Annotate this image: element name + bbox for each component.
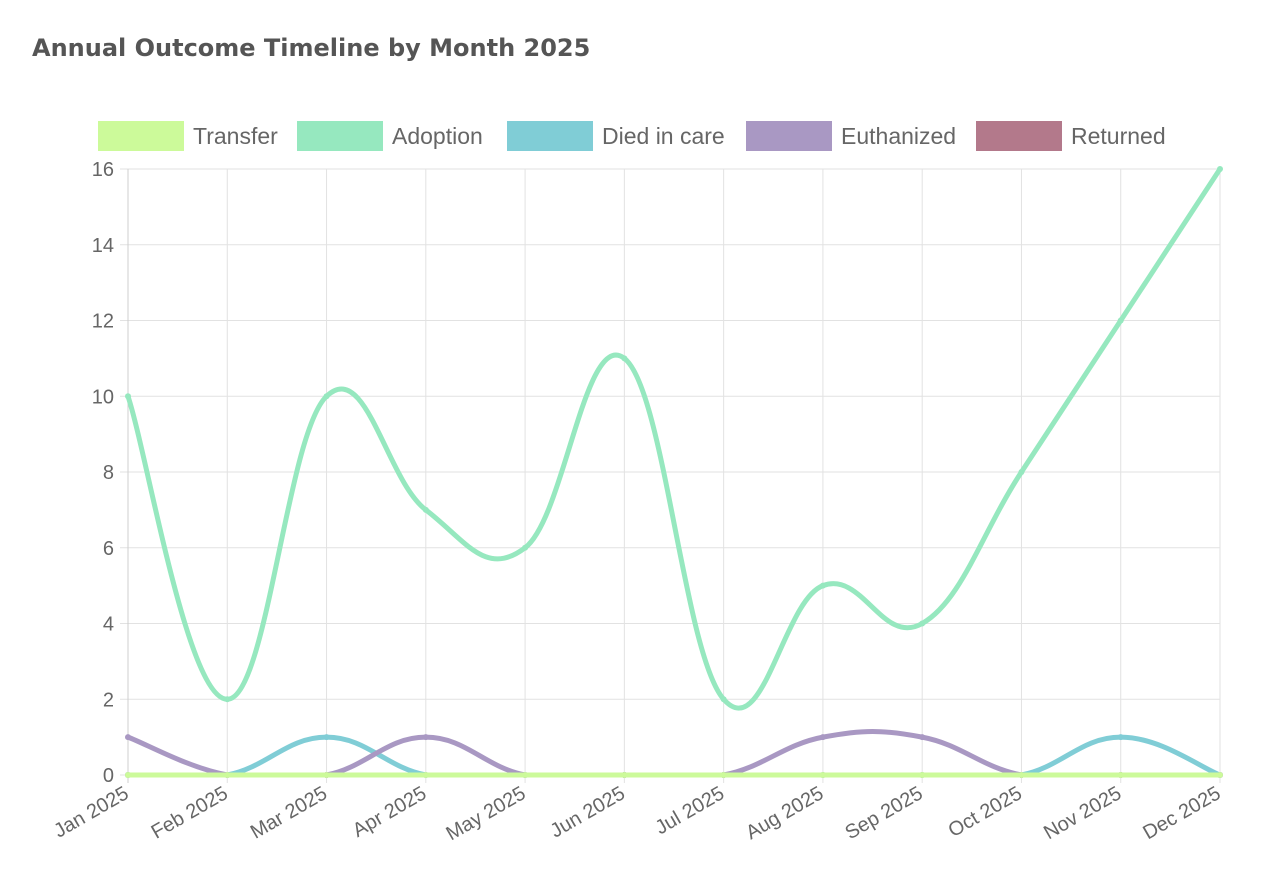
legend-label: Adoption [392,123,483,149]
data-point-transfer [919,772,926,778]
x-tick-label: May 2025 [443,782,530,845]
data-point-transfer [1018,772,1025,778]
grid-lines [120,168,1221,783]
data-point-transfer [621,772,628,778]
x-tick-label: Nov 2025 [1040,782,1125,844]
legend-label: Died in care [602,123,725,149]
data-point-adoption [1018,469,1025,475]
data-point-transfer [323,772,330,778]
x-tick-label: Apr 2025 [349,782,430,842]
x-tick-label: Mar 2025 [247,782,331,843]
legend: Transfer Adoption Died in care Euthanized Re… [98,121,1166,151]
x-axis: Jan 2025 Feb 2025 Mar 2025 Apr 2025 May 2025… [50,782,1224,845]
data-point-transfer [1117,772,1124,778]
series-line-euthanized [125,728,1223,778]
x-tick-label: Jun 2025 [547,782,629,842]
data-point-died-in-care [323,734,330,741]
data-point-euthanized [125,734,131,741]
data-point-adoption [919,620,926,627]
data-point-transfer [422,772,429,778]
data-point-adoption [819,582,826,589]
y-tick-label: 0 [103,765,114,787]
legend-swatch [746,121,832,151]
y-tick-label: 8 [103,462,114,484]
legend-item-euthanized[interactable]: Euthanized [746,121,956,151]
x-tick-label: Aug 2025 [742,782,827,844]
data-point-died-in-care [1117,734,1124,741]
y-tick-label: 14 [92,235,114,257]
data-point-adoption [224,696,231,703]
data-point-transfer [1217,772,1223,778]
x-tick-label: Jan 2025 [50,782,132,842]
y-tick-label: 6 [103,538,114,560]
data-point-transfer [819,772,826,778]
x-tick-label: Jul 2025 [652,782,728,839]
data-point-adoption [422,506,429,513]
series-line-adoption [125,166,1223,711]
y-tick-label: 4 [103,614,114,636]
y-axis: 0 2 4 6 8 10 12 14 16 [92,159,114,787]
data-point-transfer [125,772,131,778]
data-point-adoption [522,544,529,551]
legend-swatch [507,121,593,151]
data-point-adoption [1117,317,1124,324]
data-point-adoption [1217,166,1223,172]
legend-label: Transfer [193,123,278,149]
x-tick-label: Dec 2025 [1139,782,1224,844]
y-tick-label: 10 [92,386,114,408]
data-point-adoption [125,393,131,400]
legend-swatch [98,121,184,151]
legend-item-died-in-care[interactable]: Died in care [507,121,725,151]
legend-label: Returned [1071,123,1166,149]
data-point-adoption [323,393,330,400]
legend-swatch [976,121,1062,151]
data-point-euthanized [819,734,826,741]
y-tick-label: 2 [103,689,114,711]
data-point-euthanized [422,734,429,741]
data-point-transfer [720,772,727,778]
data-point-transfer [224,772,231,778]
y-tick-label: 12 [92,311,114,333]
legend-item-transfer[interactable]: Transfer [98,121,278,151]
x-tick-label: Sep 2025 [842,782,927,844]
chart-title: Annual Outcome Timeline by Month 2025 [32,34,591,62]
legend-item-returned[interactable]: Returned [976,121,1166,151]
y-tick-label: 16 [92,159,114,181]
data-point-adoption [720,696,727,703]
data-point-transfer [522,772,529,778]
x-tick-label: Oct 2025 [945,782,1026,842]
legend-label: Euthanized [841,123,956,149]
data-point-adoption [621,355,628,362]
x-tick-label: Feb 2025 [148,782,232,843]
series-line-died-in-care [125,734,1223,778]
data-point-euthanized [919,734,926,741]
legend-swatch [297,121,383,151]
series-lines [125,166,1223,778]
legend-item-adoption[interactable]: Adoption [297,121,483,151]
